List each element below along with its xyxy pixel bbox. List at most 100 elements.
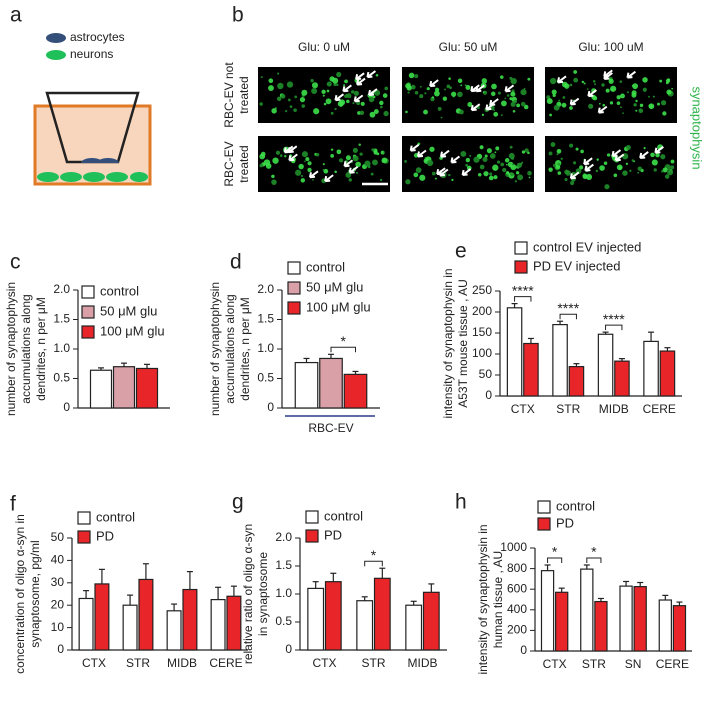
puncta — [486, 148, 492, 154]
significance-bracket — [330, 346, 356, 353]
arrow — [334, 93, 345, 102]
puncta — [356, 171, 358, 174]
puncta — [670, 165, 675, 170]
legend-label: PD EV injected — [533, 258, 620, 273]
puncta — [384, 86, 389, 91]
x-tick-label: CTX — [511, 402, 535, 416]
arrow — [603, 72, 613, 80]
bar — [506, 307, 523, 397]
puncta — [301, 151, 308, 158]
puncta — [352, 102, 355, 105]
puncta — [431, 171, 436, 176]
y-axis-label: intensity of synaptophysin in — [441, 268, 455, 418]
x-tick-label: STR — [556, 402, 580, 416]
puncta — [633, 103, 637, 107]
bar — [659, 350, 676, 397]
y-axis-label: intensity of synaptophysin in — [476, 524, 490, 674]
puncta — [465, 157, 471, 163]
puncta — [449, 86, 452, 90]
arrow — [288, 153, 298, 162]
arrow — [450, 155, 461, 164]
puncta — [311, 82, 319, 89]
puncta — [510, 164, 517, 171]
legend-swatch — [514, 241, 528, 255]
puncta — [632, 83, 639, 90]
puncta — [556, 148, 562, 154]
puncta — [352, 155, 359, 162]
puncta — [616, 101, 621, 105]
y-axis-label: in synaptosome — [256, 552, 270, 636]
puncta — [610, 85, 617, 92]
y-axis-label: relative ratio of oligo α-syn — [241, 524, 255, 664]
legend-label: control — [100, 283, 139, 298]
arrow — [569, 97, 580, 106]
arrow — [356, 77, 366, 86]
puncta — [609, 101, 614, 105]
puncta — [311, 88, 318, 94]
puncta — [460, 151, 467, 157]
puncta — [479, 145, 484, 150]
puncta — [500, 75, 504, 79]
puncta — [407, 91, 410, 94]
puncta — [586, 88, 589, 90]
legend-swatch — [81, 305, 95, 319]
puncta — [598, 102, 601, 105]
puncta — [569, 143, 574, 148]
puncta — [356, 101, 361, 106]
panel-label: c — [10, 251, 21, 274]
puncta — [372, 95, 376, 99]
puncta — [659, 79, 663, 83]
y-tick-label: 30 — [51, 575, 65, 589]
y-axis-label: accumulations along — [19, 294, 33, 403]
y-tick-label: 1.5 — [53, 312, 70, 326]
puncta — [482, 91, 485, 93]
puncta — [467, 102, 473, 107]
puncta — [511, 163, 514, 166]
puncta — [465, 163, 469, 167]
y-tick-label: 1.5 — [257, 312, 274, 326]
puncta — [335, 83, 339, 87]
x-tick-label: CERE — [209, 656, 242, 670]
puncta — [457, 91, 463, 98]
puncta — [334, 107, 337, 111]
puncta — [304, 160, 306, 163]
bar — [405, 604, 423, 651]
y-tick-label: 0 — [520, 643, 527, 657]
puncta — [275, 150, 281, 155]
puncta — [548, 167, 553, 172]
puncta — [376, 152, 380, 156]
puncta — [497, 91, 501, 95]
legend-swatch — [537, 517, 551, 531]
bar — [422, 591, 440, 651]
puncta — [434, 177, 437, 180]
puncta — [286, 81, 294, 88]
puncta — [375, 73, 379, 77]
astrocytes — [81, 158, 119, 163]
puncta — [500, 162, 505, 167]
bar — [540, 570, 555, 652]
puncta — [660, 154, 666, 160]
arrow — [438, 168, 449, 177]
puncta — [371, 148, 375, 152]
puncta — [661, 169, 664, 173]
arrow — [475, 84, 485, 93]
puncta — [465, 85, 471, 91]
puncta — [642, 87, 647, 92]
puncta — [573, 161, 577, 165]
bar — [672, 605, 687, 652]
significance-bracket — [586, 557, 602, 563]
puncta — [299, 97, 306, 103]
legend-label: PD — [556, 515, 574, 530]
significance-label: * — [341, 333, 347, 349]
puncta — [307, 161, 312, 166]
puncta — [592, 95, 598, 101]
micrograph — [545, 67, 677, 123]
row-label: treated — [237, 145, 251, 182]
puncta — [350, 90, 355, 94]
puncta — [434, 90, 440, 97]
puncta — [444, 88, 446, 91]
puncta — [493, 175, 498, 180]
bar — [226, 595, 242, 651]
panel-label: h — [455, 491, 467, 514]
puncta — [459, 109, 464, 115]
